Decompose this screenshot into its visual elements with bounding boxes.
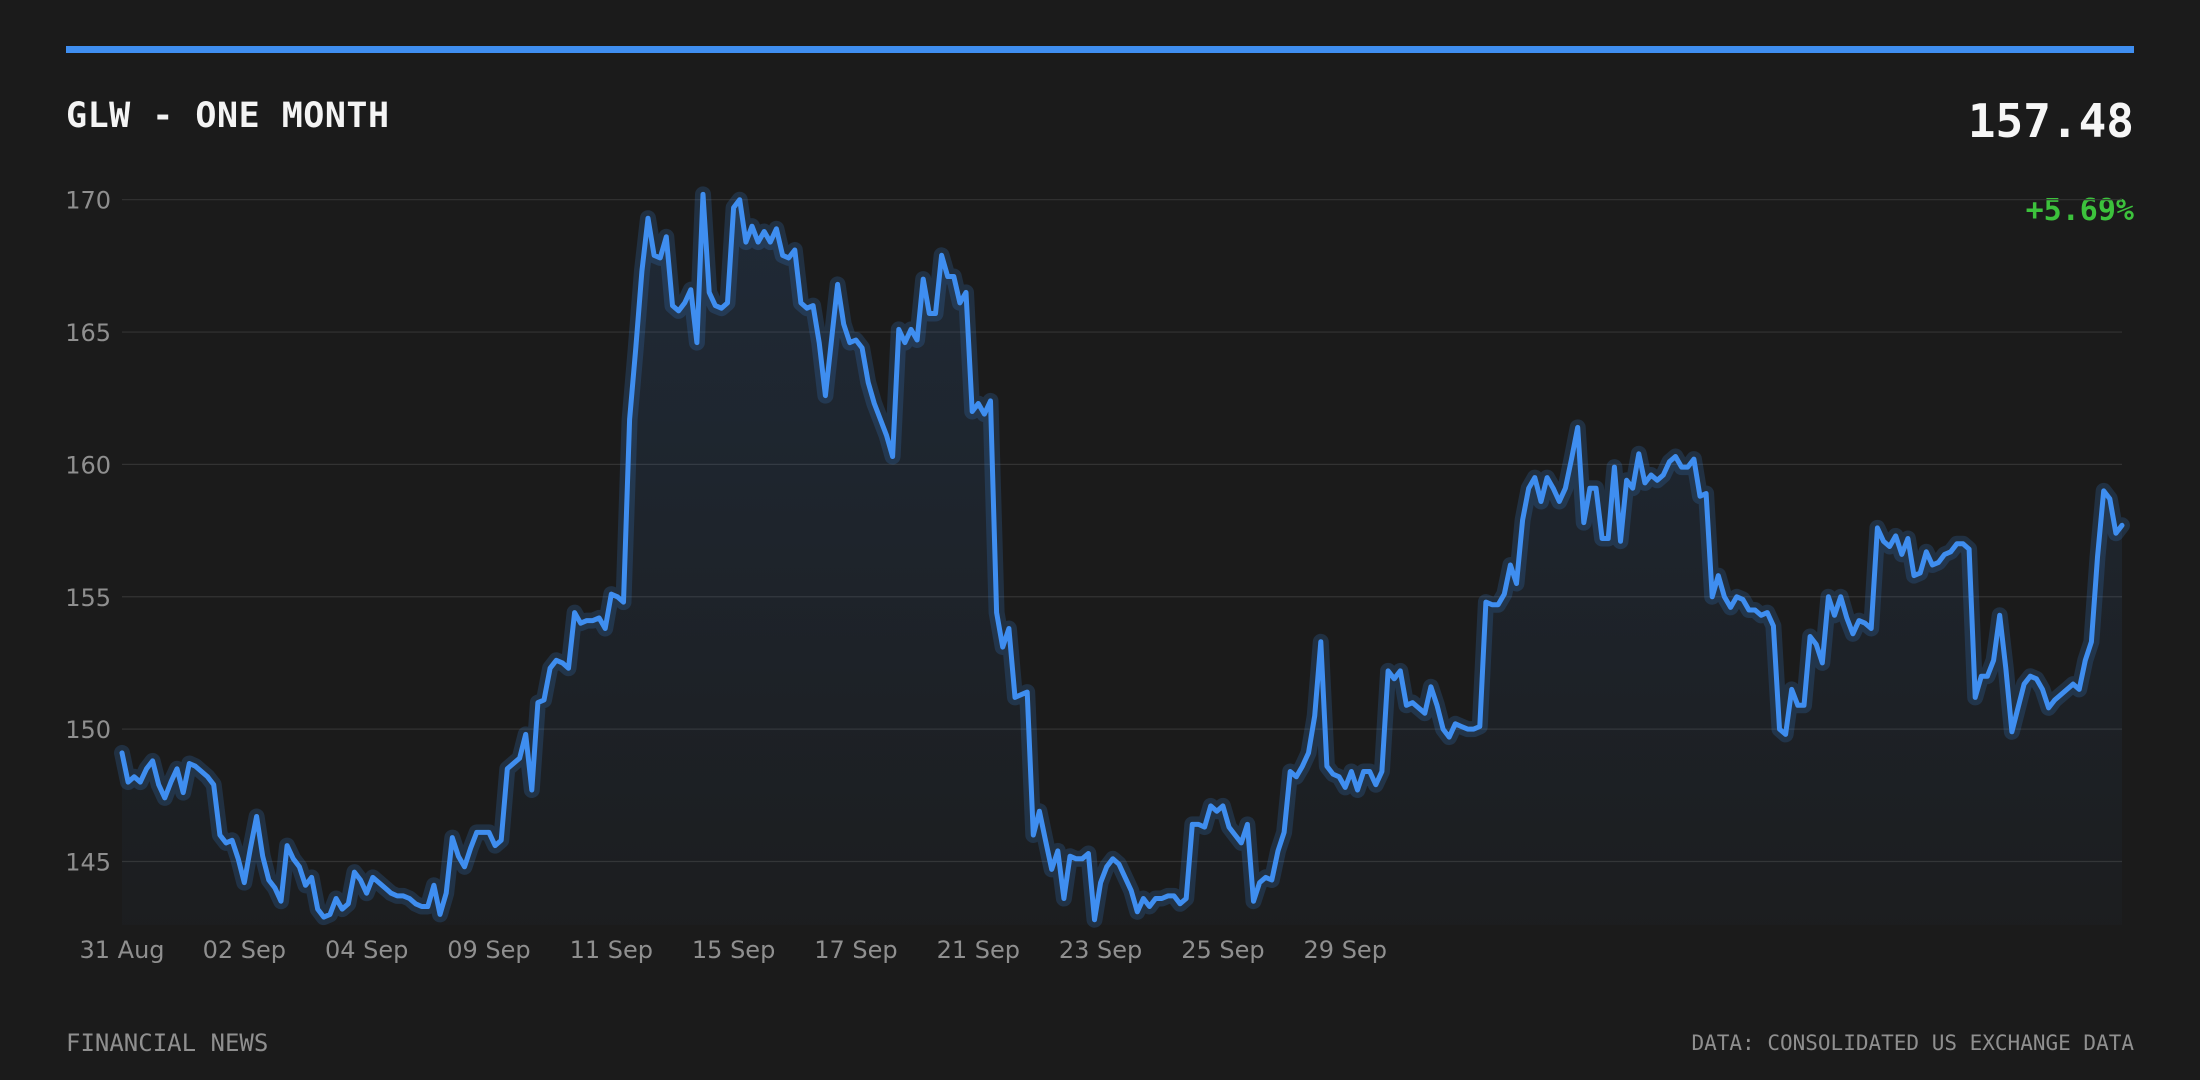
y-tick-label-145: 145: [65, 848, 111, 876]
footer-data-credit: DATA: CONSOLIDATED US EXCHANGE DATA: [1691, 1031, 2134, 1055]
top-accent-rule: [66, 46, 2134, 53]
x-tick-label-10: 29 Sep: [1304, 936, 1387, 964]
y-tick-label-150: 150: [65, 716, 111, 744]
y-tick-label-160: 160: [65, 451, 111, 479]
x-tick-label-3: 09 Sep: [447, 936, 530, 964]
percent-change: +5.69%: [2025, 193, 2134, 228]
current-price: 157.48: [1967, 94, 2134, 148]
y-tick-label-165: 165: [65, 319, 111, 347]
footer-source-brand: FINANCIAL NEWS: [66, 1029, 269, 1057]
x-tick-label-0: 31 Aug: [79, 936, 164, 964]
x-tick-label-6: 17 Sep: [814, 936, 897, 964]
y-tick-label-155: 155: [65, 584, 111, 612]
chart-title: GLW - ONE MONTH: [66, 96, 390, 136]
x-tick-label-8: 23 Sep: [1059, 936, 1142, 964]
y-tick-label-170: 170: [65, 187, 111, 215]
x-tick-label-2: 04 Sep: [325, 936, 408, 964]
x-tick-label-7: 21 Sep: [937, 936, 1020, 964]
x-tick-label-5: 15 Sep: [692, 936, 775, 964]
price-line: [119, 191, 2125, 923]
x-tick-label-9: 25 Sep: [1181, 936, 1264, 964]
x-tick-label-1: 02 Sep: [203, 936, 286, 964]
price-area-fill: [122, 194, 2122, 925]
x-tick-label-4: 11 Sep: [570, 936, 653, 964]
